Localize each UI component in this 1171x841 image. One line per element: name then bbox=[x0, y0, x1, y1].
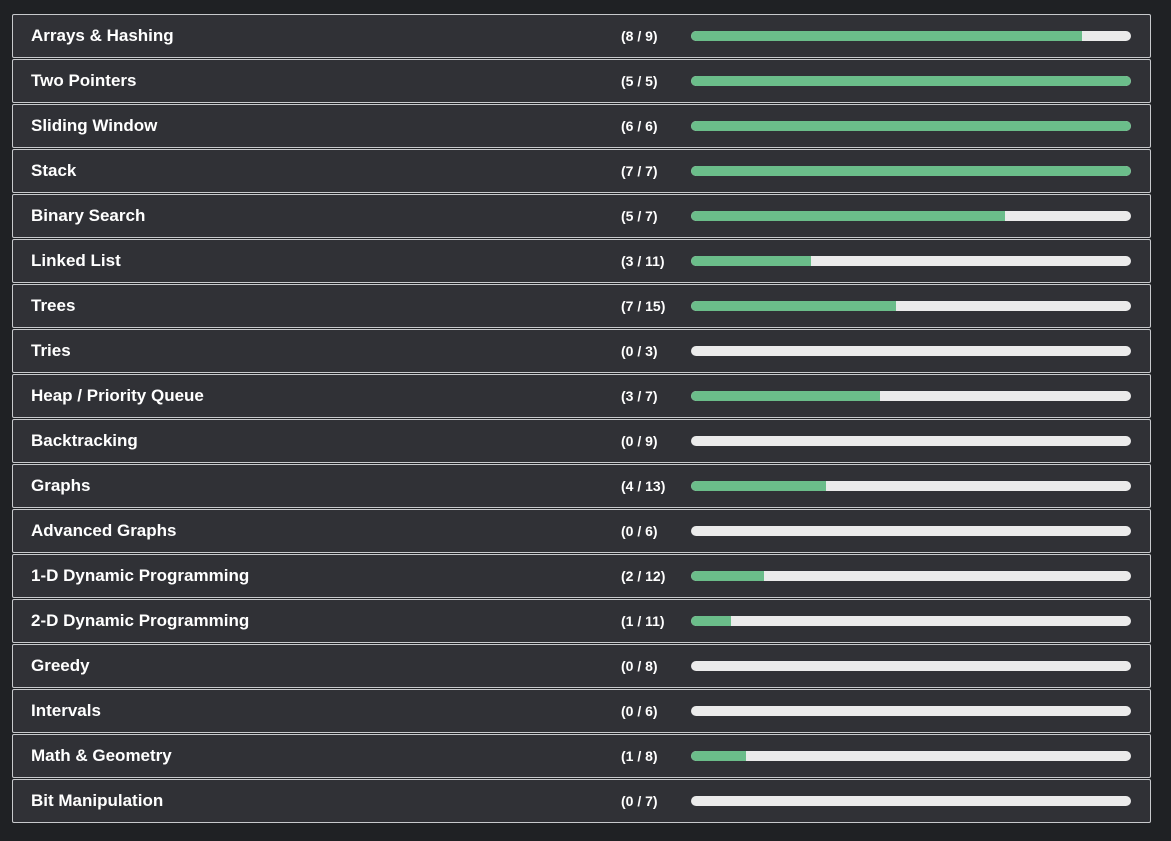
topic-row-heap-priority-queue[interactable]: Heap / Priority Queue (3 / 7) bbox=[12, 374, 1151, 418]
topic-row-math-geometry[interactable]: Math & Geometry (1 / 8) bbox=[12, 734, 1151, 778]
topic-count: (0 / 9) bbox=[621, 433, 658, 449]
topic-row-sliding-window[interactable]: Sliding Window (6 / 6) bbox=[12, 104, 1151, 148]
progress-track bbox=[691, 346, 1131, 356]
topic-count: (3 / 7) bbox=[621, 388, 658, 404]
topic-row-binary-search[interactable]: Binary Search (5 / 7) bbox=[12, 194, 1151, 238]
topic-count: (1 / 11) bbox=[621, 613, 665, 629]
topic-name: Heap / Priority Queue bbox=[31, 386, 204, 405]
progress-fill bbox=[691, 481, 827, 491]
topic-row-two-pointers[interactable]: Two Pointers (5 / 5) bbox=[12, 59, 1151, 103]
topic-name: Advanced Graphs bbox=[31, 521, 177, 540]
topic-row-linked-list[interactable]: Linked List (3 / 11) bbox=[12, 239, 1151, 283]
topic-count: (0 / 8) bbox=[621, 658, 658, 674]
topic-name: 2-D Dynamic Programming bbox=[31, 611, 250, 630]
progress-track bbox=[691, 616, 1131, 626]
progress-track bbox=[691, 211, 1131, 221]
topic-count: (4 / 13) bbox=[621, 478, 666, 494]
progress-track bbox=[691, 706, 1131, 716]
topic-count: (3 / 11) bbox=[621, 253, 665, 269]
topic-row-bit-manipulation[interactable]: Bit Manipulation (0 / 7) bbox=[12, 779, 1151, 823]
progress-track bbox=[691, 571, 1131, 581]
topic-count: (5 / 7) bbox=[621, 208, 658, 224]
topic-name: Stack bbox=[31, 161, 77, 180]
topic-count: (1 / 8) bbox=[621, 748, 658, 764]
progress-fill bbox=[691, 751, 746, 761]
progress-track bbox=[691, 121, 1131, 131]
topic-count: (2 / 12) bbox=[621, 568, 666, 584]
progress-track bbox=[691, 256, 1131, 266]
topic-count: (7 / 7) bbox=[621, 163, 658, 179]
progress-fill bbox=[691, 391, 880, 401]
progress-track bbox=[691, 31, 1131, 41]
topic-name: Linked List bbox=[31, 251, 121, 270]
progress-track bbox=[691, 391, 1131, 401]
progress-track bbox=[691, 166, 1131, 176]
progress-track bbox=[691, 301, 1131, 311]
topic-count: (7 / 15) bbox=[621, 298, 666, 314]
progress-track bbox=[691, 481, 1131, 491]
topic-name: Binary Search bbox=[31, 206, 146, 225]
progress-track bbox=[691, 796, 1131, 806]
topic-row-stack[interactable]: Stack (7 / 7) bbox=[12, 149, 1151, 193]
topic-count: (0 / 3) bbox=[621, 343, 658, 359]
topic-row-greedy[interactable]: Greedy (0 / 8) bbox=[12, 644, 1151, 688]
progress-fill bbox=[691, 211, 1006, 221]
topic-name: Trees bbox=[31, 296, 76, 315]
progress-fill bbox=[691, 301, 897, 311]
topic-row-arrays-hashing[interactable]: Arrays & Hashing (8 / 9) bbox=[12, 14, 1151, 58]
topic-row-trees[interactable]: Trees (7 / 15) bbox=[12, 284, 1151, 328]
progress-fill bbox=[691, 256, 811, 266]
progress-fill bbox=[691, 571, 765, 581]
topic-count: (6 / 6) bbox=[621, 118, 658, 134]
topic-name: Arrays & Hashing bbox=[31, 26, 174, 45]
topic-name: Greedy bbox=[31, 656, 90, 675]
topic-name: Graphs bbox=[31, 476, 91, 495]
progress-track bbox=[691, 436, 1131, 446]
topic-row-graphs[interactable]: Graphs (4 / 13) bbox=[12, 464, 1151, 508]
topic-name: Intervals bbox=[31, 701, 101, 720]
topic-count: (5 / 5) bbox=[621, 73, 658, 89]
topic-row-1d-dynamic-programming[interactable]: 1-D Dynamic Programming (2 / 12) bbox=[12, 554, 1151, 598]
progress-fill bbox=[691, 166, 1131, 176]
topic-count: (8 / 9) bbox=[621, 28, 658, 44]
topic-name: Two Pointers bbox=[31, 71, 137, 90]
topic-name: 1-D Dynamic Programming bbox=[31, 566, 250, 585]
topic-name: Math & Geometry bbox=[31, 746, 172, 765]
topic-row-backtracking[interactable]: Backtracking (0 / 9) bbox=[12, 419, 1151, 463]
topic-name: Sliding Window bbox=[31, 116, 158, 135]
topic-name: Bit Manipulation bbox=[31, 791, 164, 810]
progress-fill bbox=[691, 121, 1131, 131]
progress-track bbox=[691, 751, 1131, 761]
progress-fill bbox=[691, 31, 1083, 41]
topic-count: (0 / 7) bbox=[621, 793, 658, 809]
progress-track bbox=[691, 526, 1131, 536]
progress-fill bbox=[691, 616, 731, 626]
progress-fill bbox=[691, 76, 1131, 86]
topic-row-tries[interactable]: Tries (0 / 3) bbox=[12, 329, 1151, 373]
topic-count: (0 / 6) bbox=[621, 523, 658, 539]
topic-count: (0 / 6) bbox=[621, 703, 658, 719]
topic-name: Tries bbox=[31, 341, 71, 360]
topic-row-2d-dynamic-programming[interactable]: 2-D Dynamic Programming (1 / 11) bbox=[12, 599, 1151, 643]
topic-row-advanced-graphs[interactable]: Advanced Graphs (0 / 6) bbox=[12, 509, 1151, 553]
progress-track bbox=[691, 661, 1131, 671]
topic-name: Backtracking bbox=[31, 431, 138, 450]
progress-track bbox=[691, 76, 1131, 86]
topic-row-intervals[interactable]: Intervals (0 / 6) bbox=[12, 689, 1151, 733]
topic-progress-list: Arrays & Hashing (8 / 9) Two Pointers (5… bbox=[12, 14, 1151, 824]
